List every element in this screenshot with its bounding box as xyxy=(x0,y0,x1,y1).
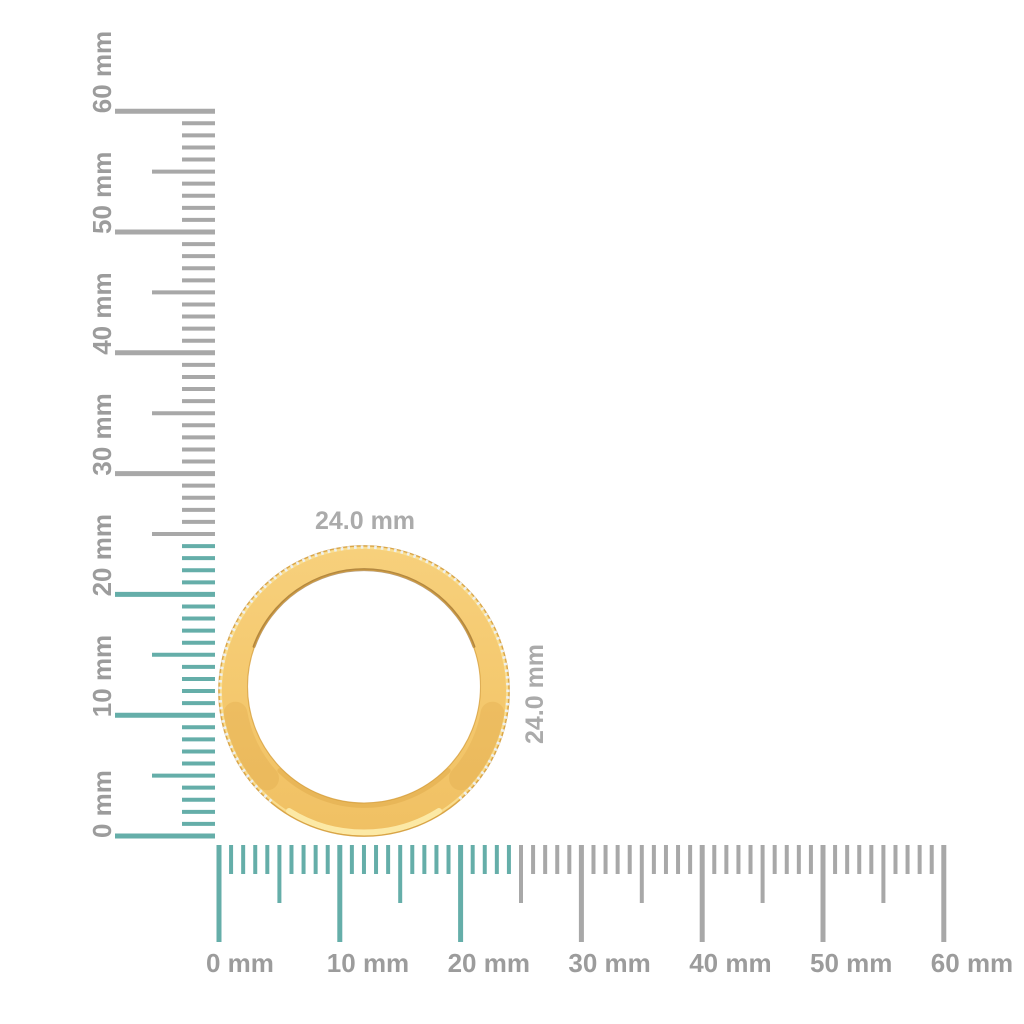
ring-bottom-highlight xyxy=(286,808,442,836)
horizontal-ruler: 0 mm 10 mm 20 mm 30 mm 40 mm 50 mm 60 mm xyxy=(206,845,1013,978)
v-ruler-label-10mm: 10 mm xyxy=(87,635,117,717)
v-ruler-label-20mm: 20 mm xyxy=(87,514,117,596)
h-ruler-label-50mm: 50 mm xyxy=(810,948,892,978)
vertical-ruler: 0 mm 10 mm 20 mm 30 mm 40 mm 50 mm 60 mm xyxy=(87,31,215,839)
v-ruler-label-40mm: 40 mm xyxy=(87,272,117,354)
h-ruler-label-30mm: 30 mm xyxy=(568,948,650,978)
h-ruler-label-60mm: 60 mm xyxy=(931,948,1013,978)
h-ruler-label-10mm: 10 mm xyxy=(327,948,409,978)
gold-ring xyxy=(218,545,510,837)
ring-shading xyxy=(218,545,510,837)
ring-inner-bottom-shade xyxy=(277,768,451,808)
ring-inner-edge-line xyxy=(246,569,482,804)
v-ruler-label-0mm: 0 mm xyxy=(87,770,117,838)
v-ruler-label-60mm: 60 mm xyxy=(87,31,117,113)
v-ruler-label-50mm: 50 mm xyxy=(87,152,117,234)
h-ruler-label-40mm: 40 mm xyxy=(689,948,771,978)
ring-shade-lower-right xyxy=(449,701,505,791)
ring-height-label: 24.0 mm xyxy=(521,644,549,744)
h-ruler-label-0mm: 0 mm xyxy=(206,948,274,978)
v-ruler-label-30mm: 30 mm xyxy=(87,393,117,475)
h-ruler-label-20mm: 20 mm xyxy=(448,948,530,978)
ring-width-label: 24.0 mm xyxy=(315,507,415,535)
ring-shade-lower-left xyxy=(223,701,279,791)
